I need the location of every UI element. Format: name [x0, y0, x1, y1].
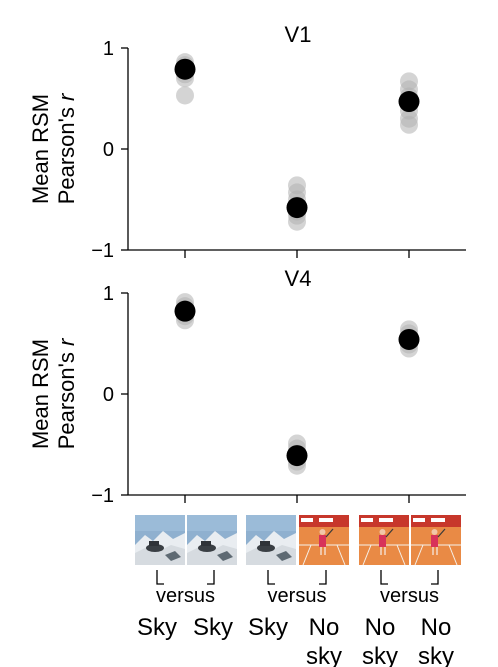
pair-bracket	[380, 570, 439, 585]
y-tick-label: −1	[91, 485, 114, 507]
individual-data-point	[400, 115, 418, 134]
v1-panel-title: V1	[285, 22, 312, 47]
v1-ylabel: Mean RSM Pearson's r	[28, 92, 79, 204]
mean-data-point	[174, 300, 196, 322]
versus-label: versus	[268, 585, 327, 607]
category-word-label: Sky	[248, 614, 288, 641]
mean-data-point	[286, 445, 308, 467]
ylabel-line1: Mean RSM	[28, 94, 53, 204]
mean-data-point	[286, 197, 308, 219]
ylabel-line2: Pearson's r	[54, 92, 79, 204]
v4-panel: V4 Mean RSM Pearson's r −1 0 1	[28, 266, 466, 507]
v1-panel: V1 Mean RSM Pearson's r −1 0 1	[28, 22, 466, 262]
y-tick-label: 1	[103, 283, 114, 305]
pair-bracket	[156, 570, 215, 585]
y-tick-label: −1	[91, 240, 114, 262]
no-sky-tennis-image	[410, 514, 462, 566]
mean-data-point	[398, 91, 420, 113]
versus-label: versus	[156, 585, 215, 607]
individual-data-point	[176, 86, 194, 105]
pair-bracket	[267, 570, 327, 585]
versus-label: versus	[380, 585, 439, 607]
v4-ylabel: Mean RSM Pearson's r	[28, 337, 79, 449]
v4-panel-title: V4	[285, 266, 312, 291]
individual-data-point	[288, 212, 306, 231]
category-word-label: No sky	[362, 614, 398, 667]
sky-scene-image	[246, 515, 296, 565]
ylabel-line2: Pearson's r	[54, 337, 79, 449]
ylabel-line1: Mean RSM	[28, 339, 53, 449]
category-word-label: No sky	[306, 614, 342, 667]
sky-scene-image	[135, 515, 185, 565]
y-tick-label: 0	[103, 139, 114, 161]
category-legend: versus Sky Sky versus Sky No sky versus No sky No s…	[135, 514, 462, 667]
mean-data-point	[174, 58, 196, 80]
y-tick-label: 1	[103, 38, 114, 60]
sky-scene-image	[187, 515, 237, 565]
category-word-label: No sky	[418, 614, 454, 667]
y-tick-label: 0	[103, 384, 114, 406]
category-word-label: Sky	[137, 614, 177, 641]
no-sky-tennis-image	[358, 514, 410, 566]
category-word-label: Sky	[193, 614, 233, 641]
mean-data-point	[398, 328, 420, 350]
no-sky-tennis-image	[298, 514, 350, 566]
